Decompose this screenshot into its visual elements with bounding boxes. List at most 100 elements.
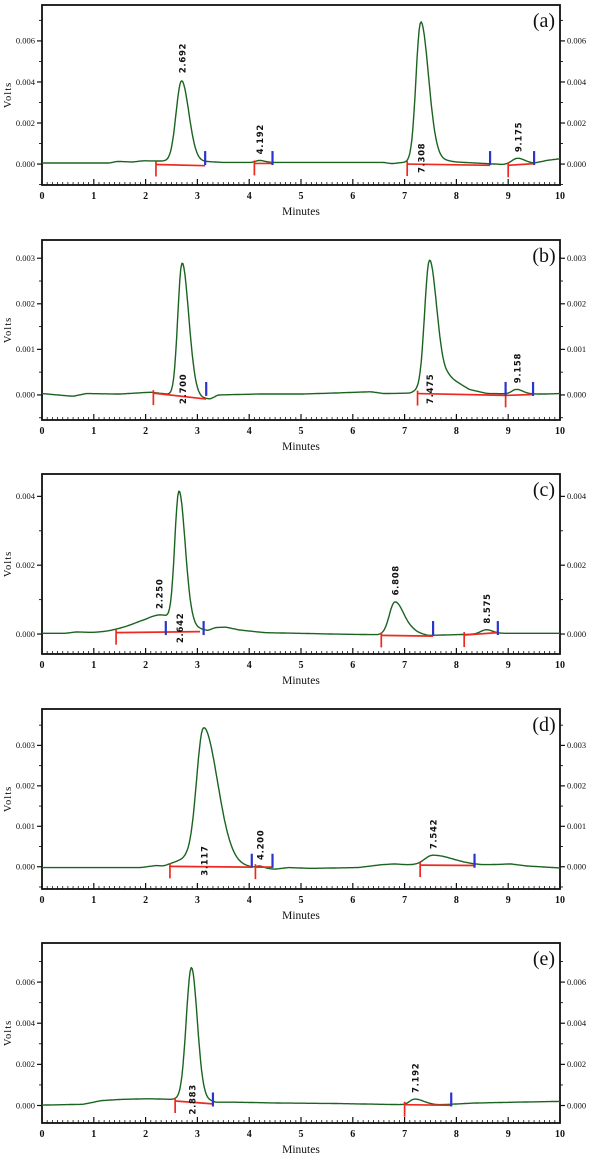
x-tick-label: 5 — [298, 1129, 303, 1140]
x-tick-label: 0 — [39, 1129, 44, 1140]
x-tick-label: 0 — [39, 191, 44, 202]
y-tick-label-right: 0.000 — [567, 389, 586, 399]
trace-line — [42, 21, 561, 165]
x-tick-label: 2 — [143, 426, 148, 437]
x-tick-label: 7 — [402, 660, 407, 671]
panel-letter: (b) — [532, 245, 555, 267]
peak-end-markers — [250, 853, 476, 868]
peak-labels: 3.117 4.200 7.542 — [200, 819, 439, 876]
x-tick-label: 3 — [195, 191, 200, 202]
x-tick-label: 4 — [247, 660, 252, 671]
chromatogram-panel-a: 0.000 0.000 0.002 0.002 0.004 0.004 0.006 0.006… — [0, 0, 600, 235]
x-tick-label: 6 — [350, 660, 355, 671]
x-tick-label: 5 — [298, 191, 303, 202]
y-tick-label-left: 0.000 — [16, 629, 35, 639]
x-tick-label: 3 — [195, 660, 200, 671]
peak-label: 6.808 — [392, 565, 402, 595]
x-axis-ticks: 0 1 2 3 4 5 6 7 8 9 10 — [39, 178, 565, 202]
peak-end-markers — [211, 1092, 453, 1107]
trace-line — [42, 967, 560, 1107]
integration-line — [381, 634, 434, 638]
y-tick-label-right: 0.002 — [567, 1060, 586, 1070]
y-axis-title: Volts — [3, 1020, 14, 1046]
y-tick-label-left: 0.006 — [16, 977, 35, 987]
y-tick-label-left: 0.002 — [16, 298, 35, 308]
panel-svg: 0.000 0.000 0.002 0.002 0.004 0.004 0.006 0.006… — [0, 0, 600, 235]
peak-label: 2.700 — [179, 373, 189, 403]
panel-letter: (d) — [532, 714, 555, 736]
peak-label: 4.192 — [256, 124, 266, 154]
y-axis-ticks: 0.000 0.000 0.002 0.002 0.004 0.004 — [16, 491, 587, 639]
x-tick-label: 8 — [454, 191, 459, 202]
x-tick-label: 1 — [91, 1129, 96, 1140]
x-axis-ticks: 0 1 2 3 4 5 6 7 8 9 10 — [39, 413, 565, 437]
panel-background — [0, 469, 600, 704]
x-axis-title: Minutes — [282, 1144, 320, 1156]
y-tick-label-left: 0.001 — [16, 821, 35, 831]
x-tick-label: 5 — [298, 426, 303, 437]
x-tick-label: 0 — [39, 426, 44, 437]
y-tick-label-left: 0.000 — [16, 1101, 35, 1111]
x-tick-label: 9 — [506, 191, 511, 202]
x-tick-label: 9 — [506, 1129, 511, 1140]
y-tick-label-right: 0.000 — [567, 629, 586, 639]
panel-background — [0, 234, 600, 470]
peak-label: 2.250 — [156, 579, 166, 609]
y-tick-label-right: 0.004 — [567, 77, 587, 87]
panel-letter: (e) — [533, 948, 555, 970]
y-tick-label-left: 0.002 — [16, 780, 35, 790]
y-tick-label-left: 0.003 — [16, 253, 35, 263]
x-tick-label: 6 — [350, 895, 355, 906]
y-axis-ticks: 0.000 0.000 0.001 0.001 0.002 0.002 0.003 0.003 — [16, 253, 586, 418]
y-axis-ticks: 0.000 0.000 0.001 0.001 0.002 0.002 0.003 0.003 — [16, 724, 586, 888]
x-tick-label: 7 — [402, 426, 407, 437]
x-tick-label: 5 — [298, 660, 303, 671]
integration-baselines — [169, 861, 475, 879]
x-tick-label: 4 — [247, 895, 252, 906]
peak-label: 7.542 — [430, 819, 440, 849]
plot-border — [41, 942, 561, 1125]
y-tick-label-right: 0.002 — [567, 298, 586, 308]
peak-labels: 2.250 2.642 6.808 8.575 — [156, 565, 494, 643]
integration-line — [407, 163, 491, 167]
x-tick-label: 6 — [350, 191, 355, 202]
x-tick-label: 1 — [91, 895, 96, 906]
y-tick-label-left: 0.001 — [16, 344, 35, 354]
y-tick-label-left: 0.006 — [16, 36, 35, 46]
x-axis-title: Minutes — [282, 910, 320, 922]
x-tick-label: 1 — [91, 191, 96, 202]
y-tick-label-left: 0.000 — [16, 389, 35, 399]
x-tick-label: 7 — [402, 1129, 407, 1140]
x-tick-label: 8 — [454, 1129, 459, 1140]
y-tick-label-left: 0.002 — [16, 1060, 35, 1070]
peak-label: 2.642 — [176, 613, 186, 643]
integration-line — [508, 162, 535, 167]
x-tick-label: 8 — [454, 660, 459, 671]
x-tick-label: 7 — [402, 895, 407, 906]
x-axis-ticks: 0 1 2 3 4 5 6 7 8 9 10 — [39, 882, 565, 906]
peak-labels: 2.883 7.192 — [188, 1063, 421, 1115]
peak-label: 8.575 — [483, 593, 493, 623]
y-tick-label-right: 0.003 — [567, 740, 586, 750]
x-tick-label: 10 — [555, 426, 565, 437]
integration-baselines — [115, 629, 498, 648]
x-tick-label: 8 — [454, 426, 459, 437]
trace-line — [41, 259, 560, 400]
peak-label: 9.158 — [513, 352, 523, 382]
x-tick-label: 3 — [195, 1129, 200, 1140]
integration-line — [155, 163, 206, 167]
y-tick-label-right: 0.002 — [567, 780, 586, 790]
peak-label: 4.200 — [257, 829, 267, 859]
integration-baselines — [155, 160, 535, 178]
panel-letter: (c) — [533, 479, 555, 501]
chromatogram-panel-d: 0.000 0.000 0.001 0.001 0.002 0.002 0.003 0.003… — [0, 703, 600, 939]
x-axis-ticks: 0 1 2 3 4 5 6 7 8 9 10 — [39, 648, 565, 671]
y-axis-title: Volts — [3, 551, 14, 577]
x-axis-ticks: 0 1 2 3 4 5 6 7 8 9 10 — [39, 1117, 565, 1140]
y-tick-label-right: 0.004 — [567, 1018, 587, 1028]
panel-svg: 0.000 0.000 0.001 0.001 0.002 0.002 0.003 0.003… — [0, 234, 600, 470]
x-tick-label: 1 — [91, 426, 96, 437]
x-axis-title: Minutes — [282, 675, 320, 687]
panel-background — [0, 0, 600, 235]
x-tick-label: 7 — [402, 191, 407, 202]
